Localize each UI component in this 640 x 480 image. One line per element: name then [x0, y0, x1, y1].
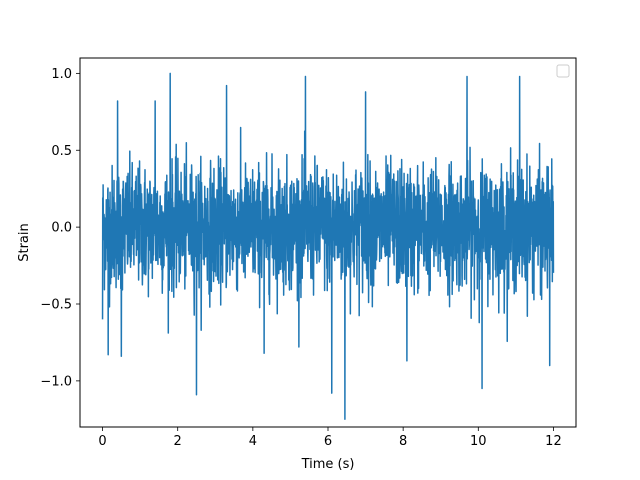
- series-layer: [101, 72, 555, 421]
- x-axis-label: Time (s): [301, 457, 355, 472]
- y-axis-label: Strain: [17, 223, 32, 262]
- x-tick-label: 0: [98, 434, 106, 449]
- x-tick-label: 10: [470, 434, 487, 449]
- x-axis: 0 2 4 6 8 10 12: [98, 427, 562, 449]
- y-tick-label: −1.0: [40, 374, 72, 389]
- x-tick-label: 8: [399, 434, 407, 449]
- x-tick-label: 4: [249, 434, 257, 449]
- x-tick-label: 2: [174, 434, 182, 449]
- y-tick-label: 0.0: [51, 221, 72, 236]
- y-tick-label: 0.5: [51, 144, 72, 159]
- y-tick-label: 1.0: [51, 67, 72, 82]
- y-axis: −1.0 −0.5 0.0 0.5 1.0: [40, 67, 80, 389]
- x-tick-label: 12: [545, 434, 562, 449]
- x-tick-label: 6: [324, 434, 332, 449]
- y-tick-label: −0.5: [40, 298, 72, 313]
- legend: [556, 64, 570, 78]
- strain-series-line: [101, 72, 555, 421]
